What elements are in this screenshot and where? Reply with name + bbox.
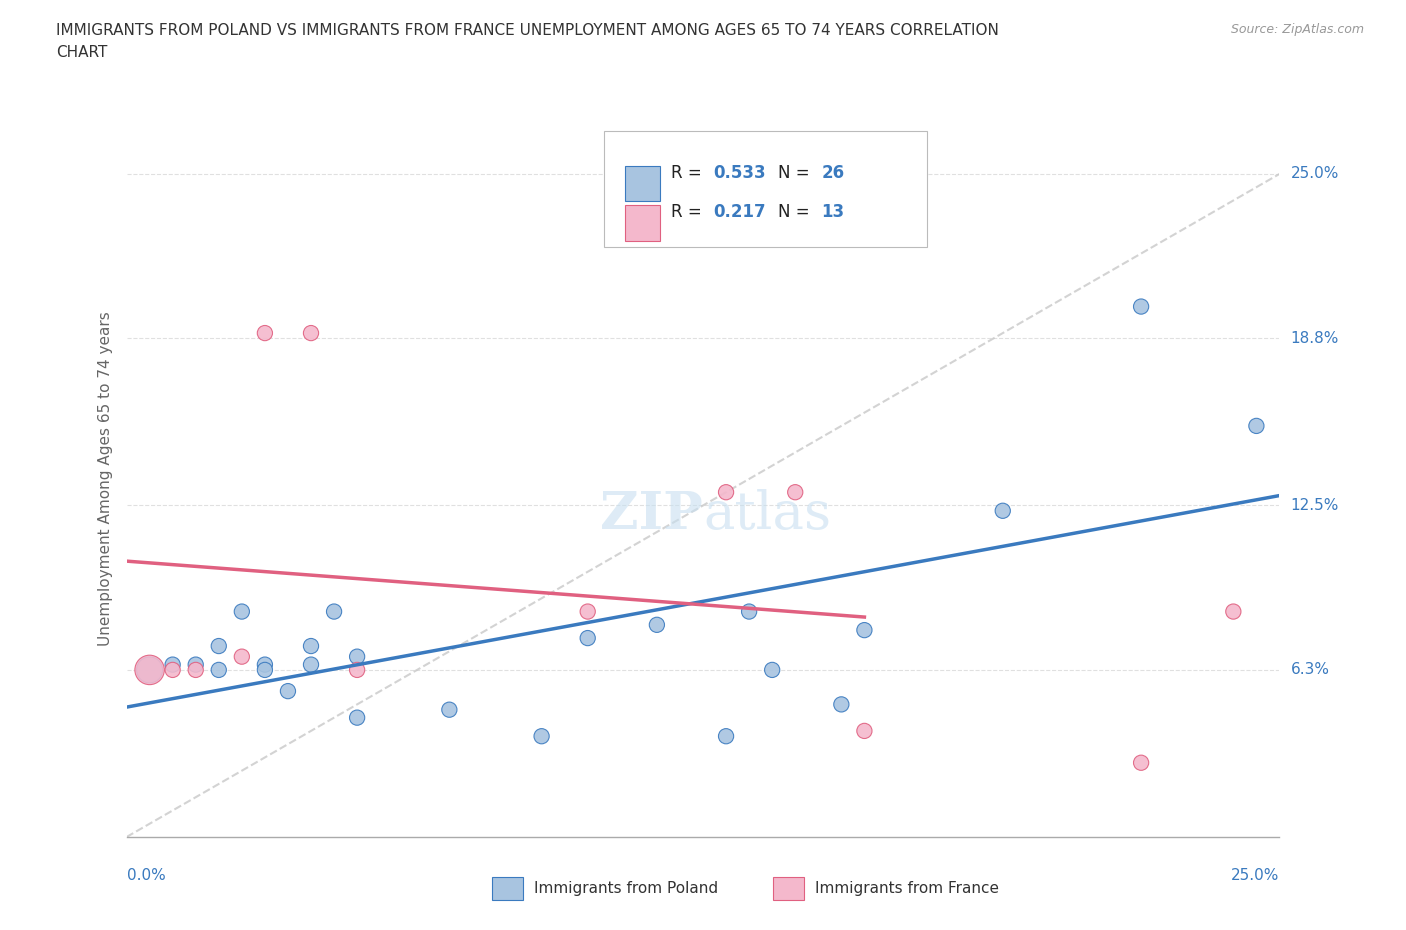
Point [299, 639, 322, 654]
Point [231, 649, 253, 664]
Point [761, 662, 783, 677]
Point [830, 697, 852, 711]
Point [1222, 604, 1244, 619]
Text: Immigrants from Poland: Immigrants from Poland [534, 881, 718, 896]
Point [785, 485, 807, 499]
Text: ZIP: ZIP [600, 489, 703, 540]
Point [714, 729, 737, 744]
Text: 26: 26 [821, 164, 845, 181]
Text: atlas: atlas [703, 489, 831, 540]
Text: 0.217: 0.217 [713, 204, 766, 221]
Text: 0.0%: 0.0% [127, 868, 166, 883]
Point [138, 662, 160, 677]
Point [346, 662, 368, 677]
Point [253, 326, 276, 340]
Text: 12.5%: 12.5% [1291, 498, 1339, 513]
Text: 13: 13 [821, 204, 845, 221]
Point [1246, 418, 1268, 433]
Point [184, 662, 207, 677]
Point [346, 711, 368, 725]
Point [738, 604, 761, 619]
Point [299, 326, 322, 340]
Point [208, 639, 231, 654]
Point [853, 623, 876, 638]
Text: 25.0%: 25.0% [1232, 868, 1279, 883]
Point [231, 604, 253, 619]
Text: IMMIGRANTS FROM POLAND VS IMMIGRANTS FROM FRANCE UNEMPLOYMENT AMONG AGES 65 TO 7: IMMIGRANTS FROM POLAND VS IMMIGRANTS FRO… [56, 23, 1000, 60]
Text: 6.3%: 6.3% [1291, 662, 1330, 677]
Point [162, 658, 184, 672]
Point [991, 503, 1014, 518]
Point [253, 658, 276, 672]
Point [576, 604, 599, 619]
Point [299, 658, 322, 672]
Text: Source: ZipAtlas.com: Source: ZipAtlas.com [1230, 23, 1364, 36]
Point [184, 658, 207, 672]
Point [853, 724, 876, 738]
Text: R =: R = [671, 204, 707, 221]
Text: N =: N = [778, 164, 815, 181]
Point [1130, 299, 1153, 314]
Point [277, 684, 299, 698]
Text: Immigrants from France: Immigrants from France [815, 881, 1000, 896]
Point [576, 631, 599, 645]
Point [439, 702, 461, 717]
Point [138, 662, 160, 677]
Text: 0.533: 0.533 [713, 164, 766, 181]
Point [530, 729, 553, 744]
Point [323, 604, 346, 619]
Text: 25.0%: 25.0% [1291, 166, 1339, 181]
Text: R =: R = [671, 164, 707, 181]
Point [714, 485, 737, 499]
Y-axis label: Unemployment Among Ages 65 to 74 years: Unemployment Among Ages 65 to 74 years [97, 312, 112, 646]
Text: N =: N = [778, 204, 815, 221]
Point [162, 662, 184, 677]
Point [1130, 755, 1153, 770]
Point [208, 662, 231, 677]
Point [253, 662, 276, 677]
Point [346, 649, 368, 664]
Point [645, 618, 668, 632]
Text: 18.8%: 18.8% [1291, 331, 1339, 346]
